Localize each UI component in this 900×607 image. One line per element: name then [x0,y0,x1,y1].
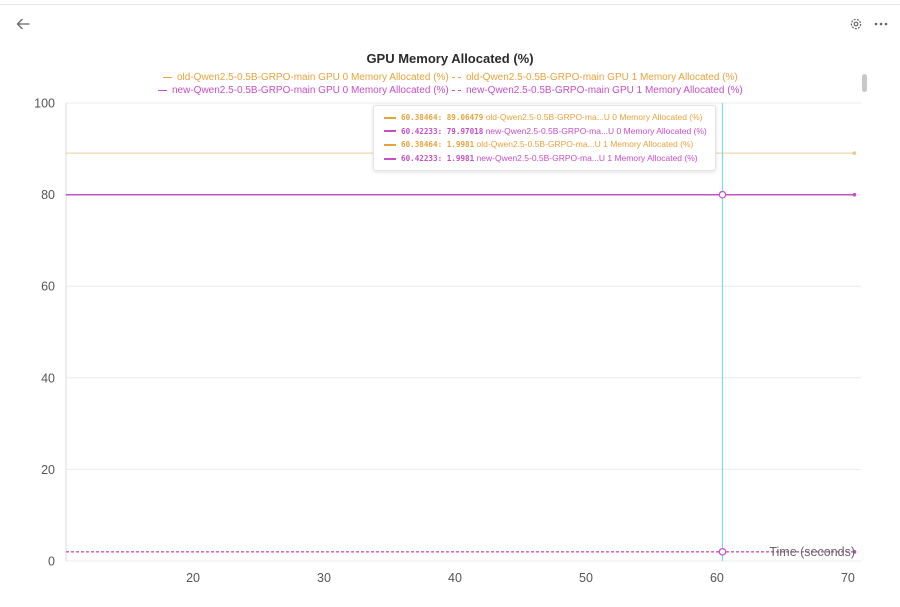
x-axis-label: Time (seconds) [769,545,855,559]
tooltip-swatch [384,130,396,133]
chart-title: GPU Memory Allocated (%) [366,51,534,66]
gear-icon [850,18,862,30]
back-button[interactable] [14,15,32,33]
tooltip-y: 1.9981 [446,140,475,150]
legend-label: old-Qwen2.5-0.5B-GRPO-main GPU 1 Memory … [466,72,738,83]
tooltip-row: 60.42233: 79.97018 new-Qwen2.5-0.5B-GRPO… [384,125,715,139]
series-end-point [852,550,857,554]
hover-point-marker [718,548,727,556]
tooltip-y: 89.06479 [446,113,484,122]
x-tick-label: 60 [710,571,724,585]
x-tick-label: 70 [841,571,855,585]
tooltip-row: 60.38464: 1.9981 old-Qwen2.5-0.5B-GRPO-m… [384,138,715,152]
hover-tooltip: 60.38464: 89.06479 old-Qwen2.5-0.5B-GRPO… [373,105,716,171]
top-divider [0,4,900,5]
series-end-point [852,151,857,155]
legend-swatch [158,89,167,91]
legend-item-old-gpu0[interactable]: old-Qwen2.5-0.5B-GRPO-main GPU 0 Memory … [163,72,449,84]
tooltip-swatch [384,143,396,146]
tooltip-y: 79.97018 [446,126,484,136]
legend-scrollbar[interactable] [862,74,867,92]
tooltip-x: 60.38464 [401,113,438,122]
x-tick-label: 30 [317,571,331,585]
hover-point-marker [718,190,727,199]
tooltip-label: old-Qwen2.5-0.5B-GRPO-ma...U 0 Memory Al… [485,112,703,122]
tooltip-swatch [384,116,396,119]
more-horizontal-icon [874,22,888,26]
legend-label: new-Qwen2.5-0.5B-GRPO-main GPU 0 Memory … [172,85,449,96]
legend-item-old-gpu1[interactable]: old-Qwen2.5-0.5B-GRPO-main GPU 1 Memory … [452,72,738,84]
chart-legend[interactable]: old-Qwen2.5-0.5B-GRPO-main GPU 0 Memory … [158,72,758,98]
tooltip-row: 60.42233: 1.9981 new-Qwen2.5-0.5B-GRPO-m… [384,152,715,166]
legend-item-new-gpu0[interactable]: new-Qwen2.5-0.5B-GRPO-main GPU 0 Memory … [158,85,449,97]
arrow-left-icon [16,18,30,30]
legend-swatch [452,76,461,78]
y-tick-label: 40 [41,371,55,385]
legend-item-new-gpu1[interactable]: new-Qwen2.5-0.5B-GRPO-main GPU 1 Memory … [452,85,743,97]
x-tick-label: 40 [448,571,462,585]
legend-swatch [452,89,461,91]
tooltip-x: 60.42233 [401,126,438,136]
x-tick-label: 20 [186,571,200,585]
x-tick-label: 50 [579,571,593,585]
tooltip-x: 60.38464 [401,140,438,150]
legend-label: new-Qwen2.5-0.5B-GRPO-main GPU 1 Memory … [466,85,743,96]
tooltip-label: old-Qwen2.5-0.5B-GRPO-ma...U 1 Memory Al… [476,139,694,150]
legend-label: old-Qwen2.5-0.5B-GRPO-main GPU 0 Memory … [177,72,449,83]
settings-button[interactable] [848,16,864,32]
tooltip-y: 1.9981 [446,153,475,163]
tooltip-label: new-Qwen2.5-0.5B-GRPO-ma...U 0 Memory Al… [485,125,707,136]
tooltip-x: 60.42233 [401,153,438,163]
tooltip-swatch [384,157,396,160]
y-tick-label: 0 [48,555,55,569]
series-end-point [852,192,857,197]
legend-swatch [163,76,172,78]
y-tick-label: 100 [34,97,55,111]
y-tick-label: 80 [41,188,55,202]
tooltip-row: 60.38464: 89.06479 old-Qwen2.5-0.5B-GRPO… [384,111,715,125]
y-tick-label: 20 [41,463,55,477]
tooltip-label: new-Qwen2.5-0.5B-GRPO-ma...U 1 Memory Al… [476,152,698,163]
y-tick-label: 60 [41,280,55,294]
more-options-button[interactable] [872,16,890,32]
